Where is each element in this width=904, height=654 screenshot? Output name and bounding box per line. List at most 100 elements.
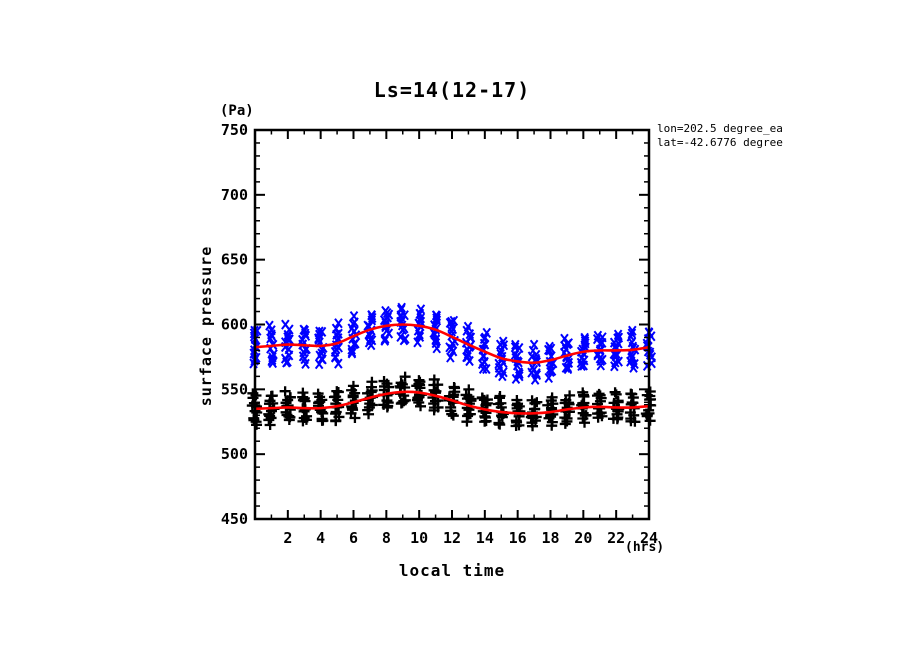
- scatter-marker-x: [367, 312, 377, 324]
- scatter-marker-x: [317, 326, 327, 337]
- scatter-marker-x: [598, 332, 607, 343]
- scatter-marker-+: [494, 391, 506, 402]
- scatter-marker-x: [482, 327, 492, 339]
- scatter-marker-+: [264, 395, 276, 406]
- annotation-latitude: lat=-42.6776 degree: [657, 136, 783, 149]
- scatter-marker-+: [399, 371, 411, 382]
- scatter-marker-x: [546, 359, 555, 371]
- scatter-marker-+: [612, 395, 624, 406]
- scatter-marker-x: [432, 313, 441, 324]
- scatter-marker-x: [431, 338, 441, 349]
- scatter-marker-+: [546, 392, 558, 403]
- scatter-marker-x: [281, 319, 290, 330]
- scatter-marker-+: [247, 388, 259, 399]
- scatter-marker-+: [460, 389, 472, 400]
- scatter-marker-+: [481, 394, 493, 405]
- y-tick-label: 450: [221, 510, 248, 528]
- scatter-marker-+: [328, 392, 340, 403]
- scatter-marker-x: [563, 339, 572, 350]
- scatter-marker-x: [347, 348, 357, 359]
- scatter-marker-x: [265, 320, 274, 331]
- scatter-marker-+: [561, 413, 573, 424]
- scatter-marker-+: [399, 395, 411, 406]
- scatter-marker-x: [267, 329, 276, 340]
- x-tick-label: 10: [410, 529, 428, 547]
- scatter-marker-x: [628, 325, 637, 336]
- scatter-marker-x: [381, 305, 390, 317]
- scatter-marker-+: [396, 379, 408, 390]
- scatter-marker-+: [432, 379, 444, 390]
- scatter-marker-x: [401, 333, 410, 344]
- scatter-marker-x: [397, 302, 406, 313]
- scatter-marker-x: [317, 348, 326, 359]
- scatter-marker-+: [265, 390, 277, 401]
- x-tick-label: 16: [509, 529, 527, 547]
- scatter-marker-+: [301, 411, 313, 422]
- scatter-marker-x: [626, 331, 636, 342]
- x-tick-label: 2: [283, 529, 292, 547]
- scatter-marker-x: [627, 328, 637, 339]
- scatter-marker-+: [312, 388, 324, 399]
- x-axis-title: local time: [398, 561, 506, 580]
- scatter-marker-x: [577, 360, 586, 372]
- scatter-marker-x: [315, 326, 324, 337]
- scatter-marker-x: [396, 331, 405, 342]
- y-tick-label: 650: [221, 251, 248, 269]
- scatter-marker-x: [331, 323, 341, 334]
- y-tick-label: 550: [221, 380, 248, 398]
- scatter-marker-+: [625, 388, 637, 399]
- y-tick-label: 600: [221, 316, 248, 334]
- lower_fit-curve: [254, 390, 650, 415]
- scatter-marker-+: [413, 375, 425, 386]
- scatter-marker-x: [416, 304, 426, 315]
- scatter-marker-x: [564, 357, 574, 369]
- scatter-marker-x: [446, 352, 455, 363]
- x-tick-label: 4: [316, 529, 325, 547]
- scatter-marker-+: [331, 386, 343, 397]
- scatter-marker-+: [297, 387, 309, 398]
- scatter-marker-+: [497, 409, 509, 420]
- coordinate-annotation: lon=202.5 degree_ea lat=-42.6776 degree: [657, 122, 783, 150]
- scatter-marker-x: [283, 332, 292, 343]
- scatter-marker-+: [378, 376, 390, 387]
- scatter-marker-x: [334, 328, 343, 339]
- y-tick-label: 700: [221, 186, 248, 204]
- scatter-marker-x: [367, 309, 376, 321]
- x-tick-label: 24: [640, 529, 658, 547]
- scatter-marker-x: [334, 318, 343, 329]
- y-axis-title: surface pressure: [197, 245, 215, 407]
- x-tick-label: 14: [476, 529, 494, 547]
- scatter-marker-+: [594, 390, 606, 401]
- x-tick-label: 20: [574, 529, 592, 547]
- scatter-marker-x: [280, 353, 290, 364]
- y-axis-unit-label: (Pa): [220, 103, 254, 119]
- scatter-marker-x: [498, 336, 508, 347]
- scatter-marker-x: [580, 336, 590, 347]
- scatter-marker-+: [366, 376, 378, 387]
- scatter-marker-+: [298, 393, 310, 404]
- x-tick-label: 22: [607, 529, 625, 547]
- scatter-marker-+: [463, 384, 475, 395]
- x-tick-label: 8: [382, 529, 391, 547]
- x-tick-label: 18: [541, 529, 559, 547]
- scatter-marker-+: [279, 386, 291, 397]
- scatter-marker-x: [447, 316, 456, 327]
- scatter-marker-+: [564, 390, 576, 401]
- scatter-marker-+: [511, 394, 523, 405]
- scatter-marker-+: [428, 374, 440, 385]
- chart-title: Ls=14(12-17): [373, 78, 531, 102]
- scatter-marker-x: [560, 333, 569, 344]
- scatter-marker-+: [609, 387, 621, 398]
- scatter-marker-+: [476, 392, 488, 403]
- scatter-marker-x: [545, 341, 554, 352]
- scatter-marker-+: [395, 377, 407, 388]
- x-axis-unit-label: (hrs): [625, 540, 665, 555]
- scatter-marker-x: [510, 342, 520, 353]
- scatter-marker-x: [449, 315, 459, 326]
- upper_fit-curve: [254, 323, 650, 365]
- scatter-marker-+: [493, 418, 505, 429]
- scatter-marker-+: [284, 392, 296, 403]
- scatter-marker-+: [248, 413, 260, 424]
